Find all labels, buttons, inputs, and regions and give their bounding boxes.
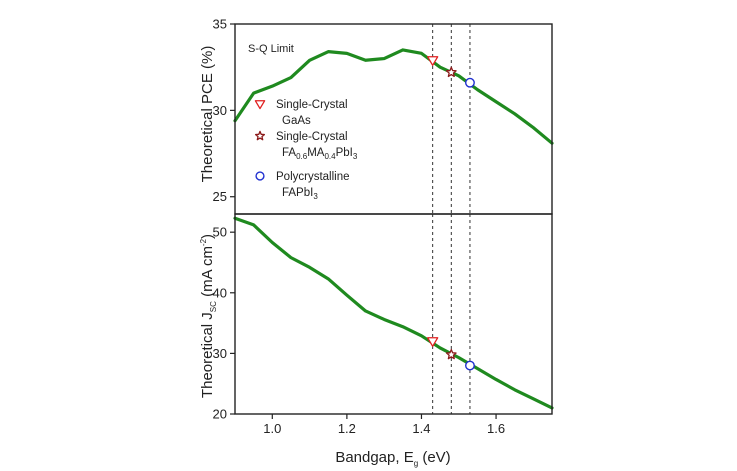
y-tick-label: 40 [213,285,227,300]
bottom-y-axis-title-end: ) [199,234,216,239]
legend-label-formula-subscript: 3 [313,192,318,201]
data-marker-star [445,66,457,78]
top-y-axis-title: Theoretical PCE (%) [199,46,216,183]
data-marker-star [445,348,457,360]
series-line-1 [233,216,554,410]
x-axis-title-sub: g [414,459,418,468]
x-tick-label: 1.2 [338,421,356,436]
sq-limit-annotation: S-Q Limit [248,43,294,55]
plot-frame [234,213,553,415]
legend-label-line2: FA0.6MA0.4PbI3 [282,147,358,161]
legend-label-formula-part: MA [307,147,325,159]
y-tick-label: 25 [213,189,227,204]
legend: Single-Crystal GaAs Single-Crystal FA0.6MA0… [254,99,358,201]
legend-marker-star [254,130,266,141]
legend-label-formula-base: FAPbI [282,187,313,199]
x-tick-label: 1.4 [412,421,430,436]
y-tick-label: 35 [213,17,227,32]
y-tick-label: 30 [213,346,227,361]
bottom-y-axis-title-unit: (mA cm [199,246,216,301]
legend-label-formula-subscript: 3 [353,152,358,161]
bottom-panel-jsc: 20 30 40 50 1.0 1.2 1.4 1.6 [213,213,554,436]
legend-label-line1: Polycrystalline [276,171,350,183]
legend-label-line1: Single-Crystal [276,131,348,143]
bottom-y-axis-title: Theoretical JSC (mA cm-2) [199,234,218,398]
series-line-1 [233,48,554,145]
data-marker-circle [465,360,475,371]
legend-label-formula-base: GaAs [282,115,311,127]
x-tick-label: 1.6 [487,421,505,436]
x-tick-label: 1.0 [263,421,281,436]
legend-label-formula-subscript: 0.6 [296,152,308,161]
x-axis-title-unit: (eV) [418,449,451,466]
data-marker-triangle-down [427,337,439,347]
legend-label-line2: GaAs [282,115,311,127]
bottom-y-axis-title-main: Theoretical J [199,312,216,398]
data-marker-triangle-down [427,56,439,66]
x-axis-title: Bandgap, Eg (eV) [335,449,450,468]
data-marker-circle [465,77,475,88]
legend-marker-triangle-down [254,100,266,110]
legend-label-line1: Single-Crystal [276,99,348,111]
legend-label-formula-base: FA [282,147,296,159]
legend-label-formula-part: PbI [336,147,353,159]
legend-marker-circle [255,171,265,181]
bottom-y-axis-title-sub: SC [209,301,218,312]
y-tick-label: 50 [213,225,227,240]
bottom-y-axis-title-sup: -2 [199,238,208,246]
legend-label-formula-subscript: 0.4 [324,152,336,161]
legend-label-line2: FAPbI3 [282,187,318,201]
x-axis-title-main: Bandgap, E [335,449,413,466]
y-tick-label: 30 [213,103,227,118]
y-tick-label: 20 [213,407,227,422]
